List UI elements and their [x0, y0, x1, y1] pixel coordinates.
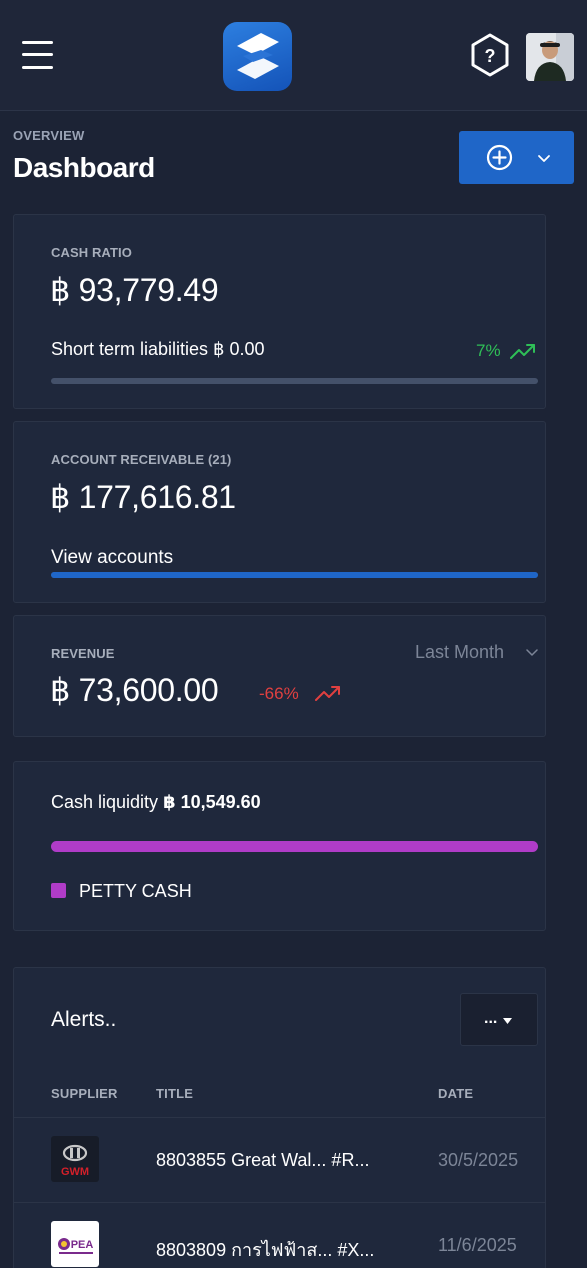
- add-button[interactable]: [459, 131, 574, 184]
- liquidity-card: Cash liquidity ฿ 10,549.60 PETTY CASH: [13, 761, 546, 931]
- cash-ratio-change: 7%: [476, 341, 501, 360]
- supplier-logo-gwm: GWM: [51, 1136, 99, 1182]
- page-title: Dashboard: [13, 152, 155, 183]
- alerts-title: Alerts..: [51, 1008, 117, 1031]
- alerts-menu-label: ...: [484, 1010, 498, 1027]
- alert-title[interactable]: 8803809 การไฟฟ้าส... #X...: [156, 1240, 375, 1260]
- liquidity-amount: ฿ 10,549.60: [163, 792, 261, 812]
- help-circle-icon[interactable]: ?: [468, 33, 512, 77]
- trend-up-icon: [510, 344, 535, 359]
- row-divider: [14, 1202, 545, 1203]
- alert-date: 30/5/2025: [438, 1150, 519, 1170]
- revenue-value: ฿ 73,600.00: [50, 672, 219, 708]
- chevron-down-icon[interactable]: [526, 647, 538, 657]
- receivable-card: ACCOUNT RECEIVABLE (21) ฿ 177,616.81 Vie…: [13, 421, 546, 603]
- period-select[interactable]: Last Month: [415, 642, 505, 662]
- view-accounts-link[interactable]: View accounts: [51, 547, 174, 568]
- revenue-change: -66%: [259, 684, 299, 703]
- revenue-card: REVENUE ฿ 73,600.00 -66% Last Month: [13, 615, 546, 737]
- legend-swatch: [51, 883, 66, 898]
- svg-text:?: ?: [485, 46, 496, 66]
- alerts-card: Alerts.. ... SUPPLIER TITLE DATE GWM 880…: [13, 967, 546, 1268]
- liquidity-bar: [51, 841, 538, 852]
- column-header-supplier[interactable]: SUPPLIER: [51, 1086, 118, 1101]
- app-logo[interactable]: [223, 22, 292, 91]
- row-divider: [14, 1117, 545, 1118]
- top-bar: ?: [0, 0, 587, 111]
- receivable-value: ฿ 177,616.81: [50, 479, 236, 515]
- column-header-date[interactable]: DATE: [438, 1086, 474, 1101]
- supplier-logo-pea-text: PEA: [71, 1239, 94, 1251]
- cash-ratio-label: CASH RATIO: [51, 245, 132, 260]
- alert-title[interactable]: 8803855 Great Wal... #R...: [156, 1150, 370, 1170]
- caret-down-icon: [503, 1018, 512, 1024]
- short-term-liabilities: Short term liabilities ฿ 0.00: [51, 339, 265, 359]
- cash-ratio-card: CASH RATIO ฿ 93,779.49 Short term liabil…: [13, 214, 546, 409]
- chevron-down-icon: [538, 155, 550, 162]
- liabilities-progress-bar: [51, 378, 538, 384]
- alert-date: 11/6/2025: [438, 1235, 517, 1255]
- revenue-label: REVENUE: [51, 646, 115, 661]
- cash-ratio-value: ฿ 93,779.49: [50, 272, 219, 308]
- trend-up-icon: [315, 686, 340, 701]
- liquidity-bar-fill: [51, 841, 538, 852]
- hamburger-icon[interactable]: [22, 41, 53, 69]
- column-header-title[interactable]: TITLE: [156, 1086, 194, 1101]
- supplier-logo-gwm-text: GWM: [61, 1166, 89, 1178]
- supplier-logo-pea: PEA: [51, 1221, 99, 1267]
- user-avatar[interactable]: [526, 33, 574, 81]
- alerts-menu-button[interactable]: ...: [460, 993, 538, 1046]
- legend-label: PETTY CASH: [79, 881, 192, 901]
- breadcrumb: OVERVIEW: [13, 128, 85, 143]
- receivable-progress-bar: [51, 572, 538, 578]
- liquidity-label-text: Cash liquidity: [51, 792, 159, 812]
- receivable-progress-fill: [51, 572, 538, 578]
- receivable-label: ACCOUNT RECEIVABLE (21): [51, 452, 232, 467]
- liquidity-label: Cash liquidity ฿ 10,549.60: [51, 792, 261, 813]
- plus-circle-icon: [486, 144, 513, 171]
